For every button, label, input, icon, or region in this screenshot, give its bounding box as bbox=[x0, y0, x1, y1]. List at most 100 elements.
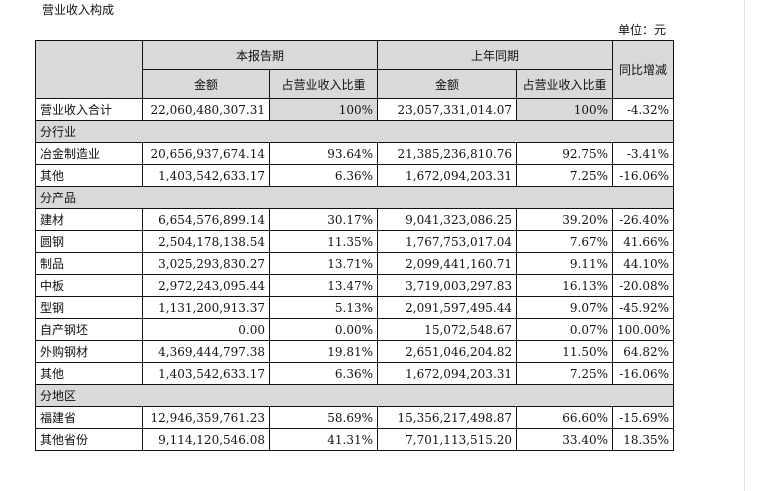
current-ratio-cell: 5.13% bbox=[268, 296, 379, 319]
prior-amount-cell: 1,672,094,203.31 bbox=[377, 362, 518, 385]
prior-ratio-cell: 39.20% bbox=[516, 208, 614, 231]
unit-label: 单位：元 bbox=[618, 23, 667, 37]
row-label: 其他 bbox=[35, 362, 143, 385]
row-label: 自产钢坯 bbox=[35, 318, 143, 341]
prior-ratio-cell: 66.60% bbox=[516, 406, 614, 429]
current-amount-cell: 2,504,178,138.54 bbox=[142, 230, 270, 253]
header-prior-period: 上年同期 bbox=[377, 40, 614, 70]
row-label: 其他省份 bbox=[35, 428, 143, 451]
prior-ratio-cell: 9.11% bbox=[516, 252, 614, 275]
header-yoy-change: 同比增减 bbox=[612, 40, 675, 99]
page-edge-divider bbox=[744, 0, 745, 491]
current-amount-cell: 22,060,480,307.31 bbox=[142, 98, 270, 121]
current-ratio-cell: 100% bbox=[268, 98, 379, 121]
prior-amount-cell: 2,091,597,495.44 bbox=[377, 296, 518, 319]
current-ratio-cell: 19.81% bbox=[268, 340, 379, 363]
current-amount-cell: 12,946,359,761.23 bbox=[142, 406, 270, 429]
section-header-row: 分产品 bbox=[34, 186, 675, 209]
table-row: 其他 1,403,542,633.17 6.36% 1,672,094,203.31 7… bbox=[35, 164, 675, 187]
prior-ratio-cell: 11.50% bbox=[516, 340, 614, 363]
current-ratio-cell: 41.31% bbox=[268, 428, 379, 451]
current-amount-cell: 0.00 bbox=[142, 318, 270, 341]
prior-amount-cell: 2,651,046,204.82 bbox=[377, 340, 518, 363]
table-row: 自产钢坯 0.00 0.00% 15,072,548.67 0.07% 100.00% bbox=[35, 318, 675, 341]
table-header: 本报告期 上年同期 同比增减 金额 占营业收入比重 金额 占营业收入比重 bbox=[35, 40, 675, 99]
row-label: 福建省 bbox=[35, 406, 143, 429]
header-prior-amount: 金额 bbox=[377, 69, 518, 99]
yoy-cell: -20.08% bbox=[612, 274, 675, 297]
current-amount-cell: 20,656,937,674.14 bbox=[142, 142, 270, 165]
yoy-cell: 44.10% bbox=[612, 252, 675, 275]
section-header-row: 分地区 bbox=[34, 384, 675, 407]
prior-ratio-cell: 16.13% bbox=[516, 274, 614, 297]
yoy-cell: -26.40% bbox=[612, 208, 675, 231]
prior-ratio-cell: 92.75% bbox=[516, 142, 614, 165]
prior-amount-cell: 2,099,441,160.71 bbox=[377, 252, 518, 275]
header-corner-cell bbox=[35, 40, 143, 99]
section-title: 分地区 bbox=[34, 384, 675, 407]
current-ratio-cell: 6.36% bbox=[268, 362, 379, 385]
current-amount-cell: 2,972,243,095.44 bbox=[142, 274, 270, 297]
header-prior-ratio: 占营业收入比重 bbox=[516, 69, 614, 99]
current-amount-cell: 3,025,293,830.27 bbox=[142, 252, 270, 275]
current-amount-cell: 1,131,200,913.37 bbox=[142, 296, 270, 319]
current-ratio-cell: 93.64% bbox=[268, 142, 379, 165]
table-row: 冶金制造业 20,656,937,674.14 93.64% 21,385,236,8… bbox=[35, 142, 675, 165]
yoy-cell: -4.32% bbox=[612, 98, 675, 121]
prior-amount-cell: 23,057,331,014.07 bbox=[377, 98, 518, 121]
table-body: 营业收入合计 22,060,480,307.31 100% 23,057,331… bbox=[34, 98, 675, 451]
prior-amount-cell: 15,072,548.67 bbox=[377, 318, 518, 341]
prior-amount-cell: 1,672,094,203.31 bbox=[377, 164, 518, 187]
table-row: 制品 3,025,293,830.27 13.71% 2,099,441,160.71… bbox=[35, 252, 675, 275]
prior-amount-cell: 1,767,753,017.04 bbox=[377, 230, 518, 253]
current-ratio-cell: 58.69% bbox=[268, 406, 379, 429]
current-ratio-cell: 13.71% bbox=[268, 252, 379, 275]
row-label: 中板 bbox=[35, 274, 143, 297]
current-ratio-cell: 6.36% bbox=[268, 164, 379, 187]
current-amount-cell: 4,369,444,797.38 bbox=[142, 340, 270, 363]
table-row: 建材 6,654,576,899.14 30.17% 9,041,323,086.25… bbox=[35, 208, 675, 231]
prior-ratio-cell: 7.25% bbox=[516, 362, 614, 385]
prior-ratio-cell: 100% bbox=[516, 98, 614, 121]
yoy-cell: -16.06% bbox=[612, 362, 675, 385]
header-current-ratio: 占营业收入比重 bbox=[268, 69, 379, 99]
row-label: 营业收入合计 bbox=[35, 98, 143, 121]
total-row: 营业收入合计 22,060,480,307.31 100% 23,057,331… bbox=[35, 98, 675, 121]
prior-amount-cell: 3,719,003,297.83 bbox=[377, 274, 518, 297]
yoy-cell: 41.66% bbox=[612, 230, 675, 253]
current-ratio-cell: 13.47% bbox=[268, 274, 379, 297]
section-title: 分行业 bbox=[34, 120, 675, 143]
row-label: 建材 bbox=[35, 208, 143, 231]
prior-amount-cell: 7,701,113,515.20 bbox=[377, 428, 518, 451]
row-label: 型钢 bbox=[35, 296, 143, 319]
prior-ratio-cell: 9.07% bbox=[516, 296, 614, 319]
yoy-cell: 18.35% bbox=[612, 428, 675, 451]
table-row: 福建省 12,946,359,761.23 58.69% 15,356,217,498… bbox=[35, 406, 675, 429]
prior-ratio-cell: 33.40% bbox=[516, 428, 614, 451]
current-ratio-cell: 30.17% bbox=[268, 208, 379, 231]
prior-amount-cell: 9,041,323,086.25 bbox=[377, 208, 518, 231]
table-row: 圆钢 2,504,178,138.54 11.35% 1,767,753,017.04… bbox=[35, 230, 675, 253]
prior-ratio-cell: 7.25% bbox=[516, 164, 614, 187]
row-label: 其他 bbox=[35, 164, 143, 187]
header-current-period: 本报告期 bbox=[141, 40, 379, 70]
current-amount-cell: 1,403,542,633.17 bbox=[142, 362, 270, 385]
yoy-cell: -3.41% bbox=[612, 142, 675, 165]
yoy-cell: -15.69% bbox=[612, 406, 675, 429]
yoy-cell: -45.92% bbox=[612, 296, 675, 319]
table-row: 其他省份 9,114,120,546.08 41.31% 7,701,113,515.… bbox=[35, 428, 675, 451]
prior-amount-cell: 15,356,217,498.87 bbox=[377, 406, 518, 429]
yoy-cell: 64.82% bbox=[612, 340, 675, 363]
table-row: 外购钢材 4,369,444,797.38 19.81% 2,651,046,204.… bbox=[35, 340, 675, 363]
row-label: 冶金制造业 bbox=[35, 142, 143, 165]
revenue-composition-table: 本报告期 上年同期 同比增减 金额 占营业收入比重 金额 占营业收入比重 营业收… bbox=[34, 40, 675, 451]
current-amount-cell: 1,403,542,633.17 bbox=[142, 164, 270, 187]
row-label: 外购钢材 bbox=[35, 340, 143, 363]
row-label: 圆钢 bbox=[35, 230, 143, 253]
prior-ratio-cell: 7.67% bbox=[516, 230, 614, 253]
prior-ratio-cell: 0.07% bbox=[516, 318, 614, 341]
yoy-cell: 100.00% bbox=[612, 318, 675, 341]
page-title: 营业收入构成 bbox=[42, 3, 115, 17]
prior-amount-cell: 21,385,236,810.76 bbox=[377, 142, 518, 165]
table-row: 型钢 1,131,200,913.37 5.13% 2,091,597,495.44 9… bbox=[35, 296, 675, 319]
